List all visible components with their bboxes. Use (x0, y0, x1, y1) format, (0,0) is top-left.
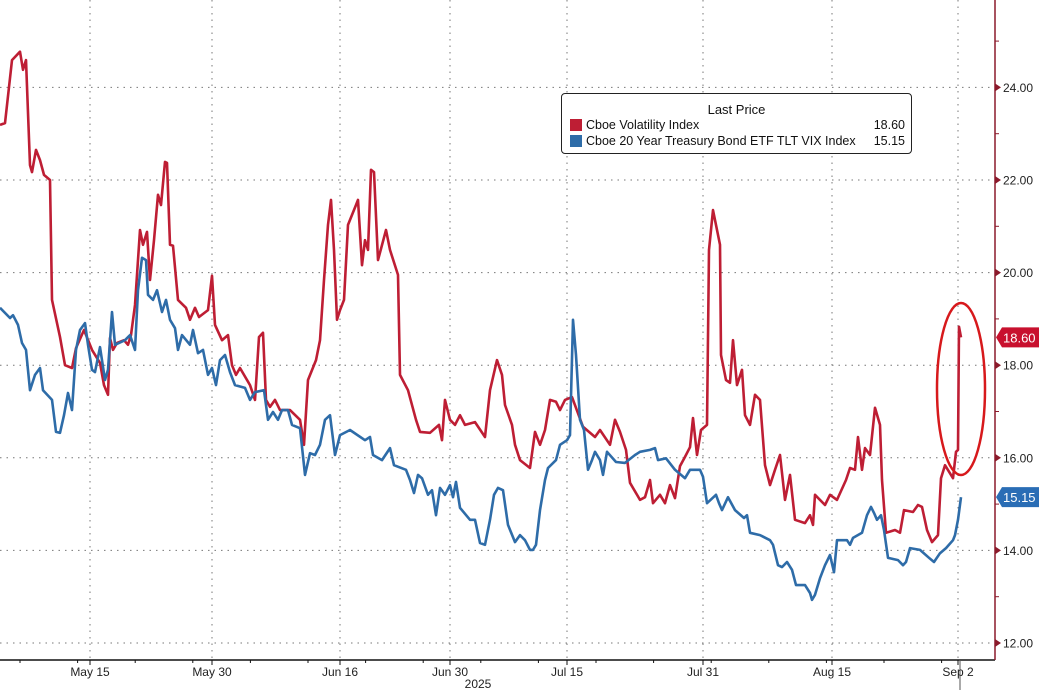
x-axis-year-label: 2025 (465, 677, 492, 690)
x-tick-label: Jun 30 (432, 665, 468, 679)
x-tick-label: May 30 (192, 665, 232, 679)
x-tick-label: May 15 (70, 665, 110, 679)
series-lines (0, 50, 963, 602)
legend-value: 18.60 (873, 118, 905, 132)
y-tick-label: 14.00 (1003, 544, 1033, 558)
x-tick-label: Jul 31 (687, 665, 719, 679)
legend-label: Cboe 20 Year Treasury Bond ETF TLT VIX I… (586, 134, 856, 148)
y-tick-label: 20.00 (1003, 266, 1033, 280)
tag-value: 18.60 (1003, 330, 1036, 345)
x-tick-label: Sep 2 (942, 665, 974, 679)
x-tick-label: Aug 15 (813, 665, 851, 679)
legend: Last Price Cboe Volatility Index 18.60 C… (561, 93, 912, 154)
y-tick-mark (995, 268, 1001, 277)
tag-shape (996, 327, 1039, 348)
y-tick-labels: 12.00 14.00 16.00 18.00 20.00 22.00 24.00 (995, 40, 1033, 651)
legend-item-vix: Cboe Volatility Index 18.60 (562, 117, 911, 133)
y-tick-label: 22.00 (1003, 174, 1033, 188)
x-tick-label: Jul 15 (551, 665, 583, 679)
last-price-tags: 18.60 15.15 (996, 327, 1039, 508)
legend-label: Cboe Volatility Index (586, 118, 700, 132)
y-tick-label: 12.00 (1003, 637, 1033, 651)
y-tick-label: 16.00 (1003, 451, 1033, 465)
legend-swatch-red (570, 119, 582, 131)
series-line-tlt-vix (0, 256, 963, 602)
series-line-vix (0, 50, 963, 544)
last-price-tag-tlt-vix: 15.15 (996, 487, 1039, 508)
y-tick-mark (995, 639, 1001, 647)
legend-swatch-blue (570, 135, 582, 147)
legend-value: 15.15 (873, 134, 905, 148)
y-tick-mark (995, 453, 1001, 462)
legend-title: Last Price (707, 102, 766, 117)
legend-item-tlt-vix: Cboe 20 Year Treasury Bond ETF TLT VIX I… (562, 133, 911, 149)
tag-value: 15.15 (1003, 490, 1036, 505)
last-price-tag-vix: 18.60 (996, 327, 1039, 348)
y-tick-mark (995, 176, 1001, 184)
annotation-ellipse (935, 301, 987, 477)
y-tick-mark (995, 361, 1001, 370)
x-tick-label: Jun 16 (322, 665, 358, 679)
y-tick-mark (995, 83, 1001, 92)
y-tick-label: 24.00 (1003, 81, 1033, 95)
tag-shape (996, 487, 1039, 508)
y-tick-label: 18.00 (1003, 359, 1033, 373)
x-tick-labels: May 15 May 30 Jun 16 Jun 30 Jul 15 Jul 31 Aug … (70, 665, 974, 679)
y-tick-mark (995, 546, 1001, 555)
